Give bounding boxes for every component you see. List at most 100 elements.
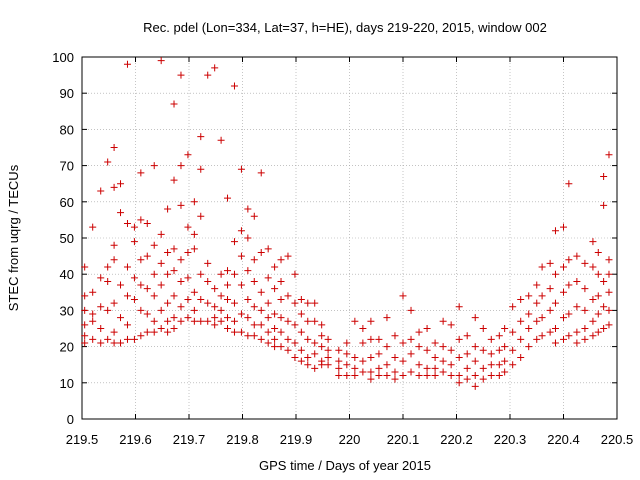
data-point bbox=[89, 335, 97, 343]
data-point bbox=[399, 339, 407, 347]
data-point bbox=[157, 259, 165, 267]
data-point bbox=[304, 299, 312, 307]
data-point bbox=[237, 328, 245, 336]
data-point bbox=[97, 339, 105, 347]
data-point bbox=[184, 151, 192, 159]
data-point bbox=[190, 198, 198, 206]
data-point bbox=[217, 136, 225, 144]
data-point bbox=[581, 335, 589, 343]
data-point bbox=[123, 292, 131, 300]
data-point bbox=[137, 169, 145, 177]
data-point bbox=[291, 353, 299, 361]
data-point bbox=[164, 248, 172, 256]
y-axis: 0 10 20 30 40 50 60 70 80 90 100 bbox=[52, 50, 617, 427]
data-point bbox=[589, 263, 597, 271]
data-point bbox=[455, 335, 463, 343]
y-tick-label: 90 bbox=[60, 86, 74, 101]
data-point bbox=[177, 256, 185, 264]
data-point bbox=[211, 64, 219, 72]
data-point bbox=[81, 321, 89, 329]
data-point bbox=[431, 364, 439, 372]
data-point bbox=[164, 270, 172, 278]
data-point bbox=[137, 332, 145, 340]
data-point bbox=[324, 361, 332, 369]
data-point bbox=[594, 310, 602, 318]
data-point bbox=[297, 310, 305, 318]
data-point bbox=[311, 350, 319, 358]
data-point bbox=[137, 281, 145, 289]
data-point bbox=[211, 321, 219, 329]
y-tick-label: 40 bbox=[60, 267, 74, 282]
data-point bbox=[104, 263, 112, 271]
data-point bbox=[551, 325, 559, 332]
data-point bbox=[81, 306, 89, 314]
x-tick-label: 219.8 bbox=[226, 432, 259, 447]
data-point bbox=[517, 317, 525, 325]
data-point bbox=[565, 310, 573, 318]
data-point bbox=[487, 361, 495, 369]
data-point bbox=[89, 310, 97, 318]
data-point bbox=[415, 372, 423, 380]
data-point bbox=[217, 306, 225, 314]
data-point bbox=[439, 357, 447, 365]
data-point bbox=[343, 361, 351, 369]
data-point bbox=[224, 267, 232, 275]
data-point bbox=[304, 361, 312, 369]
data-point bbox=[560, 288, 567, 296]
data-point bbox=[143, 285, 151, 293]
data-point bbox=[565, 332, 573, 340]
data-point bbox=[423, 346, 431, 354]
data-point bbox=[431, 372, 439, 380]
y-tick-label: 10 bbox=[60, 376, 74, 391]
data-point bbox=[177, 201, 185, 209]
data-point bbox=[130, 274, 138, 282]
data-point bbox=[271, 285, 279, 293]
data-point bbox=[375, 335, 383, 343]
data-point bbox=[211, 285, 219, 293]
data-point bbox=[164, 328, 172, 336]
data-point bbox=[230, 299, 238, 307]
data-point bbox=[525, 343, 533, 351]
data-point bbox=[407, 306, 415, 314]
data-point bbox=[501, 368, 509, 376]
data-point bbox=[367, 368, 375, 376]
data-point bbox=[277, 328, 285, 336]
data-point bbox=[455, 353, 463, 361]
data-point bbox=[250, 321, 258, 329]
y-tick-label: 60 bbox=[60, 195, 74, 210]
data-point bbox=[471, 372, 479, 380]
data-point bbox=[104, 277, 112, 285]
data-point bbox=[399, 372, 407, 380]
data-point bbox=[204, 259, 212, 267]
data-point bbox=[359, 368, 367, 376]
data-point bbox=[509, 303, 517, 311]
data-point bbox=[318, 343, 326, 351]
data-point bbox=[581, 285, 589, 293]
y-tick-label: 70 bbox=[60, 159, 74, 174]
data-point bbox=[224, 194, 232, 202]
data-point bbox=[399, 292, 407, 300]
y-tick-label: 50 bbox=[60, 231, 74, 246]
data-point bbox=[565, 180, 573, 188]
data-point bbox=[439, 317, 447, 325]
data-point bbox=[97, 187, 105, 195]
data-point bbox=[97, 325, 105, 332]
data-point bbox=[455, 372, 463, 380]
x-axis: 219.5 219.6 219.7 219.8 219.9 220 220.1 220.2 22… bbox=[66, 57, 633, 447]
data-point bbox=[311, 364, 319, 372]
data-point bbox=[250, 303, 258, 311]
data-point bbox=[318, 332, 326, 340]
data-point bbox=[573, 277, 581, 285]
data-point bbox=[447, 372, 455, 380]
data-point bbox=[546, 285, 554, 293]
data-point bbox=[447, 346, 455, 354]
chart-title: Rec. pdel (Lon=334, Lat=37, h=HE), days … bbox=[143, 20, 547, 35]
data-point bbox=[184, 296, 192, 304]
data-point bbox=[311, 299, 319, 307]
data-point bbox=[89, 317, 97, 325]
data-point bbox=[117, 209, 125, 217]
data-point bbox=[164, 317, 172, 325]
grid bbox=[82, 57, 617, 419]
data-point bbox=[375, 372, 383, 380]
data-point bbox=[81, 263, 89, 271]
